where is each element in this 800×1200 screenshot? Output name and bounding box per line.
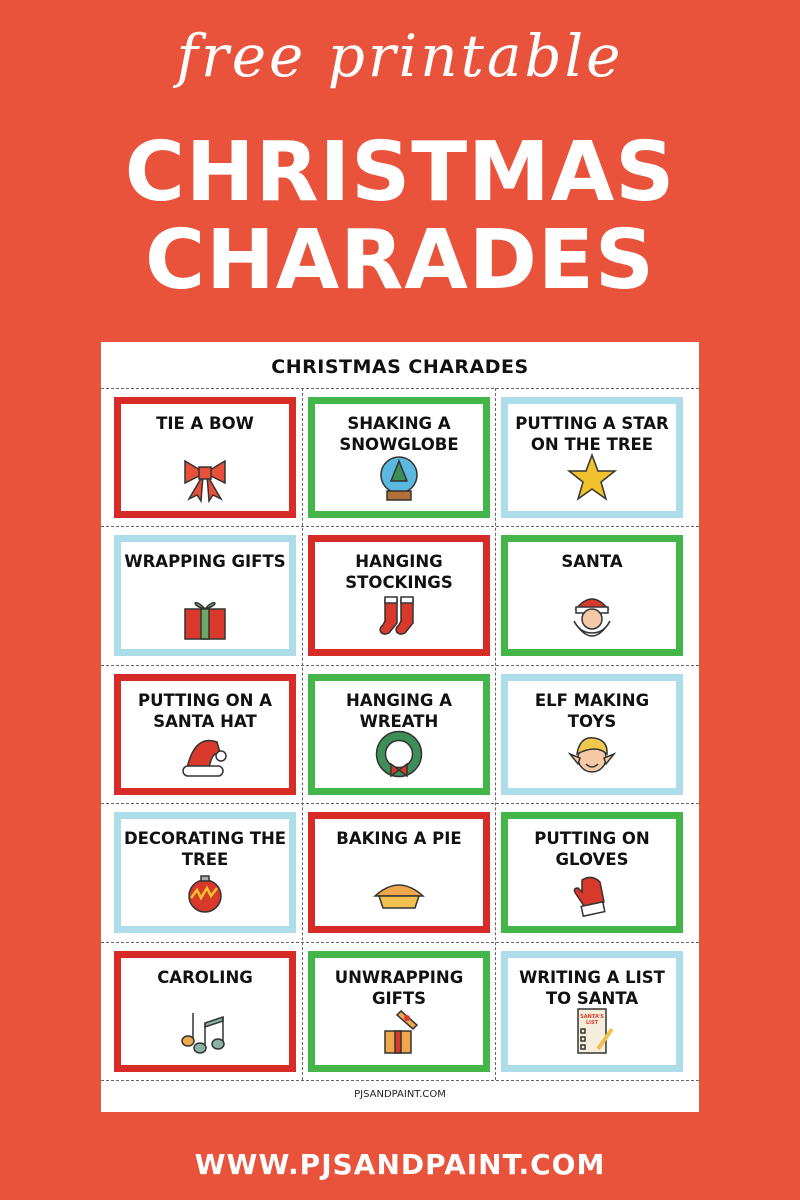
- gift-icon: [177, 589, 233, 641]
- bow-icon: [177, 451, 233, 504]
- cut-line: [101, 1080, 699, 1081]
- star-icon: [564, 451, 620, 503]
- cut-line: [101, 526, 699, 527]
- subtitle-free-printable: free printable: [176, 22, 624, 90]
- mitten-icon: [564, 866, 620, 918]
- svg-text:SANTA'S: SANTA'S: [580, 1014, 604, 1020]
- charade-card: ELF MAKING TOYS: [501, 674, 683, 795]
- card-label: ELF MAKING TOYS: [534, 691, 650, 731]
- charade-card: CAROLING: [114, 951, 296, 1072]
- charade-card: TIE A BOW: [114, 397, 296, 518]
- elf-icon: [564, 728, 620, 780]
- charade-card: SHAKING A SNOWGLOBE: [308, 397, 490, 518]
- stockings-icon: [371, 589, 427, 641]
- charade-card: WRITING A LIST TO SANTA SANTA'S LIST: [501, 951, 683, 1072]
- card-label: DECORATING THE TREE: [123, 829, 287, 869]
- card-label: PUTTING ON GLOVES: [534, 829, 650, 869]
- charade-card: WRAPPING GIFTS: [114, 535, 296, 656]
- santas-list-icon: SANTA'S LIST: [564, 1005, 620, 1057]
- title-line-2: CHARADES: [144, 213, 655, 308]
- ornament-icon: [177, 866, 233, 918]
- card-label: PUTTING ON A SANTA HAT: [138, 691, 272, 731]
- card-label: HANGING STOCKINGS: [345, 552, 453, 592]
- card-label: UNWRAPPING GIFTS: [334, 968, 464, 1008]
- footer-url: WWW.PJSANDPAINT.COM: [194, 1148, 606, 1181]
- open-gift-icon: [371, 1005, 427, 1057]
- sheet-title: CHRISTMAS CHARADES: [271, 356, 529, 378]
- cut-line: [101, 388, 699, 389]
- card-label: BAKING A PIE: [336, 829, 462, 848]
- svg-text:LIST: LIST: [586, 1020, 599, 1026]
- card-label: TIE A BOW: [156, 414, 254, 433]
- music-notes-icon: [177, 1005, 233, 1057]
- sheet-footer: PJSANDPAINT.COM: [354, 1089, 446, 1100]
- charade-card: HANGING STOCKINGS: [308, 535, 490, 656]
- snowglobe-icon: [371, 451, 427, 503]
- charade-card: SANTA: [501, 535, 683, 656]
- title-line-1: CHRISTMAS: [124, 125, 676, 220]
- card-label: HANGING A WREATH: [346, 691, 452, 731]
- charades-sheet: CHRISTMAS CHARADES PJSANDPAINT.COM TIE A…: [101, 342, 699, 1112]
- santa-icon: [564, 589, 620, 641]
- cut-line: [101, 803, 699, 804]
- charade-card: UNWRAPPING GIFTS: [308, 951, 490, 1072]
- charade-card: PUTTING ON GLOVES: [501, 812, 683, 933]
- charade-card: HANGING A WREATH: [308, 674, 490, 795]
- charade-card: BAKING A PIE: [308, 812, 490, 933]
- pie-icon: [371, 866, 427, 918]
- card-label: SHAKING A SNOWGLOBE: [339, 414, 459, 454]
- card-label: CAROLING: [157, 968, 253, 987]
- cut-line: [302, 388, 303, 1080]
- cut-line: [101, 942, 699, 943]
- card-label: SANTA: [561, 552, 623, 571]
- charade-card: PUTTING ON A SANTA HAT: [114, 674, 296, 795]
- card-label: WRAPPING GIFTS: [124, 552, 286, 571]
- cut-line: [101, 665, 699, 666]
- charade-card: PUTTING A STAR ON THE TREE: [501, 397, 683, 518]
- wreath-icon: [371, 728, 427, 780]
- card-label: PUTTING A STAR ON THE TREE: [515, 414, 669, 454]
- cut-line: [495, 388, 496, 1080]
- card-label: WRITING A LIST TO SANTA: [519, 968, 665, 1008]
- charade-card: DECORATING THE TREE: [114, 812, 296, 933]
- santa-hat-icon: [177, 728, 233, 780]
